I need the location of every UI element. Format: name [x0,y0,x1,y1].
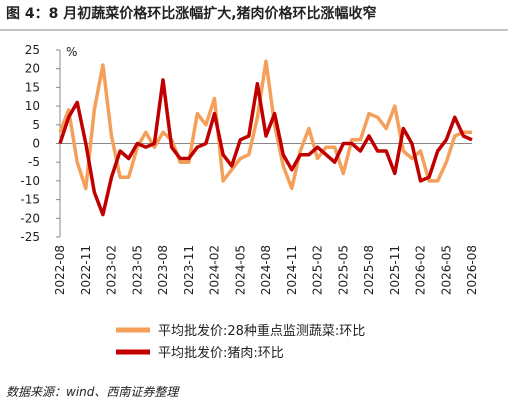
x-tick-label: 2023-11 [182,245,196,295]
y-tick-label: -5 [28,155,40,169]
x-tick-label: 2025-05 [336,245,350,295]
y-tick-label: 10 [25,99,40,113]
y-tick-label: -10 [20,174,40,188]
x-tick-label: 2024-02 [208,245,222,295]
legend-label: 平均批发价:猪肉:环比 [158,345,284,361]
x-tick-label: 2022-11 [79,245,93,295]
y-tick-label: -15 [20,193,40,207]
series-line [58,78,473,217]
x-tick-label: 2026-05 [439,245,453,295]
x-tick-label: 2023-02 [105,245,119,295]
y-tick-label: 5 [32,118,40,132]
x-tick-label: 2025-08 [362,245,376,295]
chart-title: 图 4：8 月初蔬菜价格环比涨幅扩大,猪肉价格环比涨幅收窄 [6,5,377,22]
x-tick-label: 2024-05 [233,245,247,295]
y-tick-label: 15 [25,80,40,94]
y-tick-label: 20 [25,62,40,76]
x-tick-label: 2023-05 [130,245,144,295]
y-tick-label: -25 [20,230,40,244]
x-tick-label: 2024-08 [259,245,273,295]
y-unit: % [66,45,77,59]
source-note: 数据来源：wind、西南证券整理 [6,385,180,399]
x-tick-label: 2025-02 [311,245,325,295]
y-tick-label: 25 [25,43,40,57]
legend-label: 平均批发价:28种重点监测蔬菜:环比 [158,323,365,339]
x-tick-label: 2023-08 [156,245,170,295]
x-tick-label: 2022-08 [53,245,67,295]
x-tick-label: 2024-11 [285,245,299,295]
y-tick-label: -20 [20,211,40,225]
x-tick-label: 2026-08 [465,245,479,295]
x-tick-label: 2026-02 [414,245,428,295]
y-tick-label: 0 [32,137,40,151]
x-tick-label: 2025-11 [388,245,402,295]
series-line [58,59,472,191]
